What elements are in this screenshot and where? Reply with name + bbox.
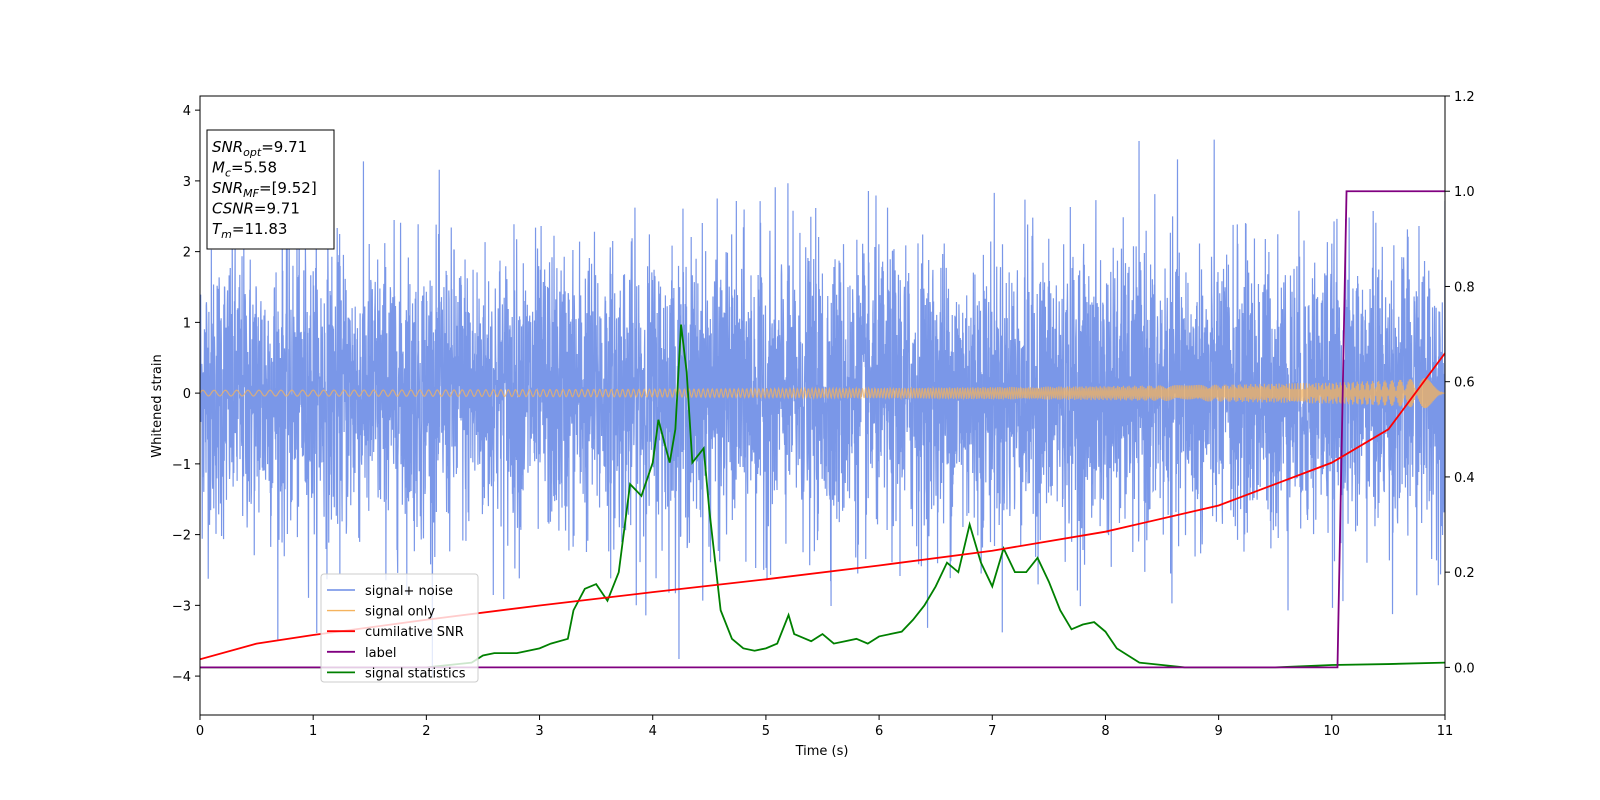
x-tick-label: 4 [649, 724, 657, 739]
series-signal-statistics [200, 324, 1445, 669]
y2-tick-label: 0.4 [1454, 471, 1475, 486]
y2-tick-label: 0.0 [1454, 661, 1475, 676]
legend-entry: label [327, 646, 396, 661]
x-tick-label: 10 [1324, 724, 1341, 739]
annotation-line: SNRMF=[9.52] [212, 179, 317, 200]
series-signal-noise [200, 139, 1445, 678]
y2-tick-label: 1.2 [1454, 90, 1475, 105]
y2-tick-label: 0.8 [1454, 280, 1475, 295]
legend-entry: signal+ noise [327, 584, 453, 599]
y-axis-right: 0.0 0.2 0.4 0.6 0.8 1.0 1.2 [1445, 90, 1475, 676]
x-tick-label: 0 [196, 724, 204, 739]
y2-tick-label: 1.0 [1454, 185, 1475, 200]
y-tick-label: −3 [172, 599, 191, 614]
series-signal-only [200, 378, 1445, 409]
x-tick-label: 2 [422, 724, 430, 739]
y-tick-label: 2 [183, 246, 191, 261]
y-tick-label: −1 [172, 458, 191, 473]
x-tick-label: 9 [1214, 724, 1222, 739]
x-tick-label: 6 [875, 724, 883, 739]
x-tick-label: 11 [1437, 724, 1454, 739]
x-tick-label: 3 [535, 724, 543, 739]
legend-label: label [365, 646, 396, 661]
y-axis-left: −4 −3 −2 −1 0 1 2 3 4 [172, 104, 200, 685]
y-tick-label: 3 [183, 175, 191, 190]
legend-entry: cumilative SNR [327, 625, 464, 640]
y-axis-label: Whitened strain [150, 354, 165, 457]
x-tick-label: 1 [309, 724, 317, 739]
legend-entry: signal statistics [327, 666, 466, 681]
y2-tick-label: 0.6 [1454, 376, 1475, 391]
x-tick-label: 5 [762, 724, 770, 739]
annotation-line: SNRopt=9.71 [212, 138, 307, 159]
legend-label: signal statistics [365, 666, 466, 681]
y2-tick-label: 0.2 [1454, 566, 1475, 581]
annotation-line: Tm=11.83 [212, 220, 287, 241]
y-tick-label: −4 [172, 670, 191, 685]
x-axis-label: Time (s) [795, 744, 849, 759]
legend-entry: signal only [327, 605, 435, 620]
plot-frame [199, 95, 1446, 716]
x-tick-label: 7 [988, 724, 996, 739]
x-axis: 0 1 2 3 4 5 6 7 8 9 10 11 [196, 715, 1453, 739]
y-tick-label: 1 [183, 316, 191, 331]
y-tick-label: 0 [183, 387, 191, 402]
x-tick-label: 8 [1101, 724, 1109, 739]
annotation-line: CSNR=9.71 [212, 200, 300, 218]
annotation-line: Mc=5.58 [212, 159, 277, 180]
legend-label: signal+ noise [365, 584, 453, 599]
legend-label: signal only [365, 605, 435, 620]
y-tick-label: −2 [172, 529, 191, 544]
legend-label: cumilative SNR [365, 625, 464, 640]
series-label [200, 190, 1445, 669]
legend: signal+ noise signal only cumilative SNR la… [320, 573, 479, 683]
y-tick-label: 4 [183, 104, 191, 119]
